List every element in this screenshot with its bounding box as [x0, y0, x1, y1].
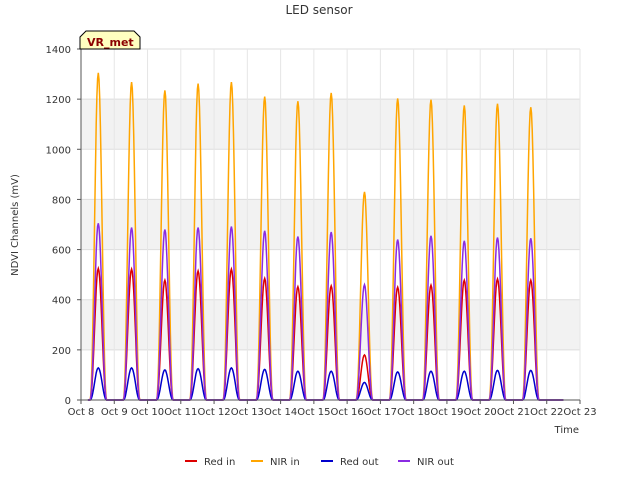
badge-text: VR_met — [87, 36, 134, 49]
x-tick-label: Oct 16 — [331, 407, 364, 418]
x-axis-label: Time — [554, 425, 579, 436]
x-tick-label: Oct 14 — [264, 407, 297, 418]
y-tick-label: 200 — [52, 346, 71, 357]
plot-band — [81, 299, 580, 350]
x-tick-label: Oct 21 — [497, 407, 530, 418]
x-tick-label: Oct 13 — [231, 407, 264, 418]
x-tick-label: Oct 15 — [297, 407, 330, 418]
y-tick-label: 400 — [52, 296, 71, 307]
x-tick-label: Oct 23 — [563, 407, 596, 418]
y-tick-label: 600 — [52, 246, 71, 257]
y-tick-label: 1000 — [46, 145, 71, 156]
x-tick-label: Oct 9 — [101, 407, 128, 418]
chart-title: LED sensor — [285, 3, 352, 17]
x-tick-label: Oct 8 — [68, 407, 95, 418]
x-tick-label: Oct 17 — [364, 407, 397, 418]
site-badge: VR_met — [79, 30, 141, 50]
x-tick-label: Oct 20 — [464, 407, 497, 418]
legend-label: Red in — [204, 457, 235, 468]
y-axis-label: NDVI Channels (mV) — [10, 174, 21, 276]
x-tick-label: Oct 10 — [131, 407, 164, 418]
x-tick-label: Oct 12 — [197, 407, 230, 418]
y-tick-label: 1400 — [46, 45, 71, 56]
x-tick-label: Oct 22 — [530, 407, 563, 418]
legend-label: NIR out — [417, 457, 454, 468]
y-tick-label: 1200 — [46, 95, 71, 106]
badge-shape — [79, 30, 141, 50]
legend-label: NIR in — [270, 457, 300, 468]
x-tick-label: Oct 11 — [164, 407, 197, 418]
y-tick-label: 800 — [52, 195, 71, 206]
x-tick-label: Oct 19 — [430, 407, 463, 418]
legend-label: Red out — [340, 457, 379, 468]
x-tick-label: Oct 18 — [397, 407, 430, 418]
y-tick-label: 0 — [65, 396, 71, 407]
legend: Red in NIR in Red out NIR out — [185, 457, 454, 468]
